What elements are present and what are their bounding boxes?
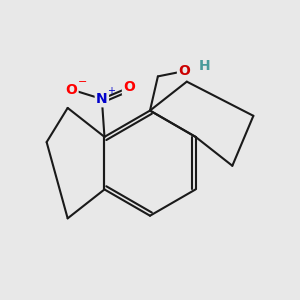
Text: −: − (78, 77, 88, 87)
Text: O: O (65, 82, 77, 97)
Text: H: H (198, 59, 210, 73)
Text: O: O (123, 80, 135, 94)
Text: O: O (178, 64, 190, 78)
Text: N: N (96, 92, 108, 106)
Text: +: + (107, 86, 115, 96)
